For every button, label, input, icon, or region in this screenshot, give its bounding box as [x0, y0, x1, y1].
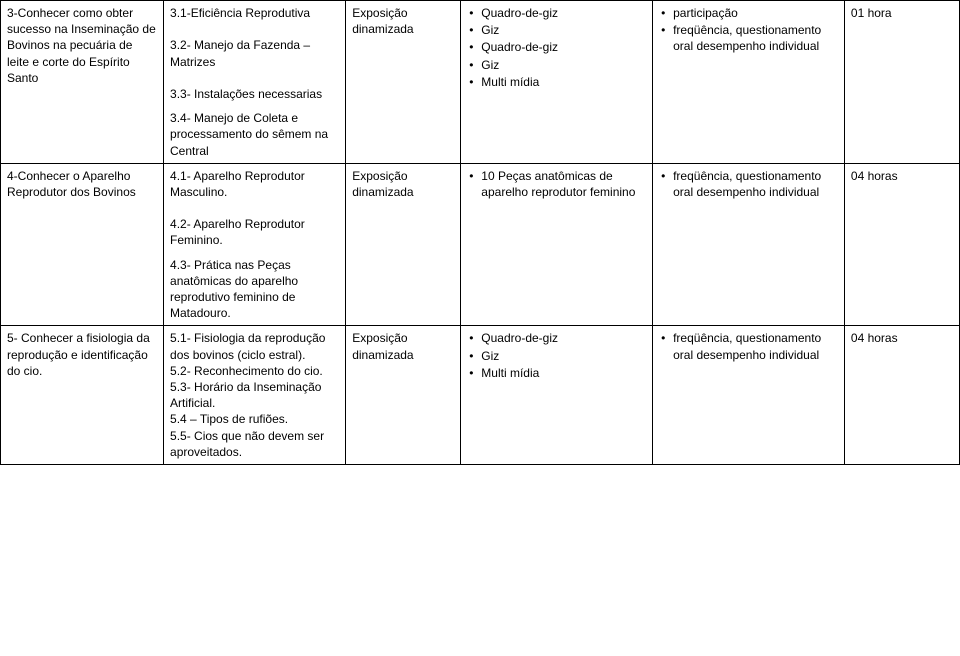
cell-content: 4.1- Aparelho Reprodutor Masculino. 4.2-…: [164, 163, 346, 252]
list-item: freqüência, questionamento oral desempen…: [659, 168, 838, 200]
list-item: Multi mídia: [467, 365, 646, 381]
cell-evaluation: freqüência, questionamento oral desempen…: [653, 163, 845, 252]
cell-resources: [461, 253, 653, 326]
table-row: 4.3- Prática nas Peças anatômicas do apa…: [1, 253, 960, 326]
cell-duration: 04 horas: [844, 163, 959, 252]
cell-method: [346, 106, 461, 163]
text: Exposição dinamizada: [352, 169, 413, 199]
list-item: Quadro-de-giz: [467, 39, 646, 55]
cell-objective: 3-Conhecer como obter sucesso na Insemin…: [1, 1, 164, 107]
list-item: Giz: [467, 57, 646, 73]
cell-method: Exposição dinamizada: [346, 1, 461, 107]
table-row: 5- Conhecer a fisiologia da reprodução e…: [1, 326, 960, 465]
list-item: participação: [659, 5, 838, 21]
cell-method: Exposição dinamizada: [346, 326, 461, 465]
text: 04 horas: [851, 331, 898, 345]
cell-objective: [1, 106, 164, 163]
text: 3-Conhecer como obter sucesso na Insemin…: [7, 6, 156, 85]
table-row: 3.4- Manejo de Coleta e processamento do…: [1, 106, 960, 163]
cell-content: 4.3- Prática nas Peças anatômicas do apa…: [164, 253, 346, 326]
cell-duration: [844, 253, 959, 326]
cell-resources: [461, 106, 653, 163]
text: 4.1- Aparelho Reprodutor Masculino. 4.2-…: [170, 169, 305, 248]
cell-evaluation: freqüência, questionamento oral desempen…: [653, 326, 845, 465]
list-item: Quadro-de-giz: [467, 330, 646, 346]
cell-objective: [1, 253, 164, 326]
text: 4.3- Prática nas Peças anatômicas do apa…: [170, 258, 298, 321]
text: 4-Conhecer o Aparelho Reprodutor dos Bov…: [7, 169, 136, 199]
list-item: Quadro-de-giz: [467, 5, 646, 21]
list-item: Giz: [467, 22, 646, 38]
list-item: 10 Peças anatômicas de aparelho reprodut…: [467, 168, 646, 200]
text: 5- Conhecer a fisiologia da reprodução e…: [7, 331, 150, 377]
cell-method: Exposição dinamizada: [346, 163, 461, 252]
cell-duration: [844, 106, 959, 163]
content-table: 3-Conhecer como obter sucesso na Insemin…: [0, 0, 960, 465]
cell-duration: 01 hora: [844, 1, 959, 107]
cell-duration: 04 horas: [844, 326, 959, 465]
text: 5.1- Fisiologia da reprodução dos bovino…: [170, 331, 325, 458]
text: 3.1-Eficiência Reprodutiva 3.2- Manejo d…: [170, 6, 322, 101]
cell-content: 3.1-Eficiência Reprodutiva 3.2- Manejo d…: [164, 1, 346, 107]
text: 01 hora: [851, 6, 892, 20]
text: 3.4- Manejo de Coleta e processamento do…: [170, 111, 328, 157]
cell-resources: Quadro-de-giz Giz Multi mídia: [461, 326, 653, 465]
cell-evaluation: participação freqüência, questionamento …: [653, 1, 845, 107]
cell-content: 3.4- Manejo de Coleta e processamento do…: [164, 106, 346, 163]
cell-method: [346, 253, 461, 326]
cell-resources: Quadro-de-giz Giz Quadro-de-giz Giz Mult…: [461, 1, 653, 107]
cell-resources: 10 Peças anatômicas de aparelho reprodut…: [461, 163, 653, 252]
text: Exposição dinamizada: [352, 331, 413, 361]
text: Exposição dinamizada: [352, 6, 413, 36]
table-row: 4-Conhecer o Aparelho Reprodutor dos Bov…: [1, 163, 960, 252]
list-item: Multi mídia: [467, 74, 646, 90]
cell-evaluation: [653, 106, 845, 163]
cell-evaluation: [653, 253, 845, 326]
list-item: Giz: [467, 348, 646, 364]
cell-objective: 5- Conhecer a fisiologia da reprodução e…: [1, 326, 164, 465]
cell-content: 5.1- Fisiologia da reprodução dos bovino…: [164, 326, 346, 465]
cell-objective: 4-Conhecer o Aparelho Reprodutor dos Bov…: [1, 163, 164, 252]
list-item: freqüência, questionamento oral desempen…: [659, 22, 838, 54]
text: 04 horas: [851, 169, 898, 183]
table-row: 3-Conhecer como obter sucesso na Insemin…: [1, 1, 960, 107]
list-item: freqüência, questionamento oral desempen…: [659, 330, 838, 362]
